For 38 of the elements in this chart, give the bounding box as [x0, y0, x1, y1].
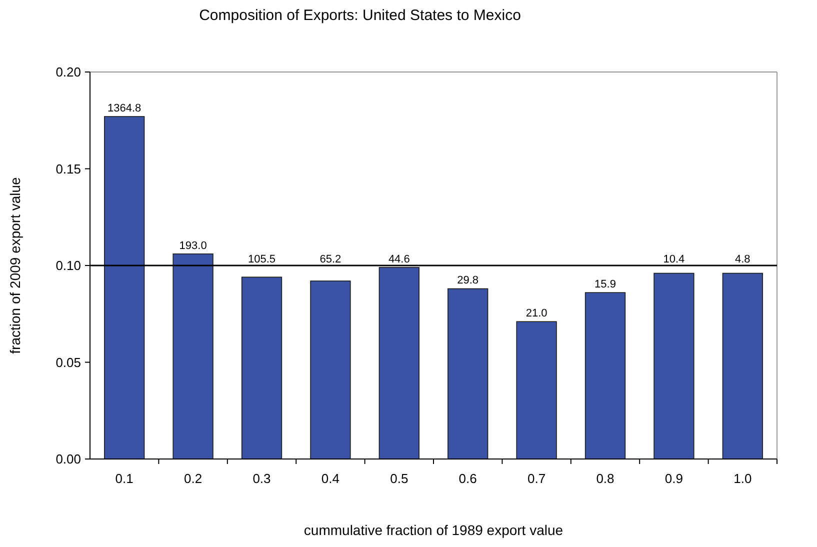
bar [516, 321, 557, 460]
annotation: 105.5 [248, 254, 276, 266]
y-tick-label: 0.00 [56, 452, 81, 467]
annotation: 1364.8 [108, 102, 142, 115]
y-tick-label: 0.15 [56, 161, 81, 176]
y-tick-label: 0.05 [56, 354, 81, 370]
bar [172, 253, 214, 460]
annotation: 4.8 [735, 254, 750, 266]
annotation: 29.8 [457, 274, 479, 287]
x-tick-label: 0.2 [184, 471, 202, 486]
x-tick-label: 0.5 [390, 471, 408, 486]
bar [448, 288, 488, 460]
bar [378, 267, 420, 460]
annotation: 44.6 [388, 253, 410, 266]
annotation: 10.4 [663, 254, 685, 266]
x-tick-label: 0.4 [321, 471, 340, 486]
y-axis-title: fraction of 2009 export value [7, 176, 23, 354]
x-tick-label: 0.7 [528, 471, 546, 486]
annotation: 21.0 [526, 308, 548, 320]
bar [584, 292, 626, 460]
annotation: 193.0 [179, 240, 207, 252]
x-tick-label: 0.8 [596, 471, 614, 486]
annotation: 65.2 [320, 254, 342, 266]
x-axis-title: cummulative fraction of 1989 export value [304, 522, 564, 538]
x-tick-label: 0.9 [664, 471, 683, 486]
y-tick-label: 0.10 [56, 258, 81, 274]
bar [104, 116, 145, 460]
y-tick-label: 0.20 [56, 64, 81, 80]
bar [722, 272, 763, 460]
annotation: 15.9 [594, 278, 616, 291]
chart-title: Composition of Exports: United States to Mexico [199, 7, 521, 24]
x-tick-label: 0.1 [115, 471, 134, 486]
x-tick-label: 0.3 [252, 471, 271, 486]
bar [241, 276, 282, 460]
bar [654, 272, 694, 460]
bar [310, 280, 351, 460]
x-tick-label: 0.6 [458, 471, 477, 486]
x-tick-label: 1.0 [734, 471, 752, 486]
